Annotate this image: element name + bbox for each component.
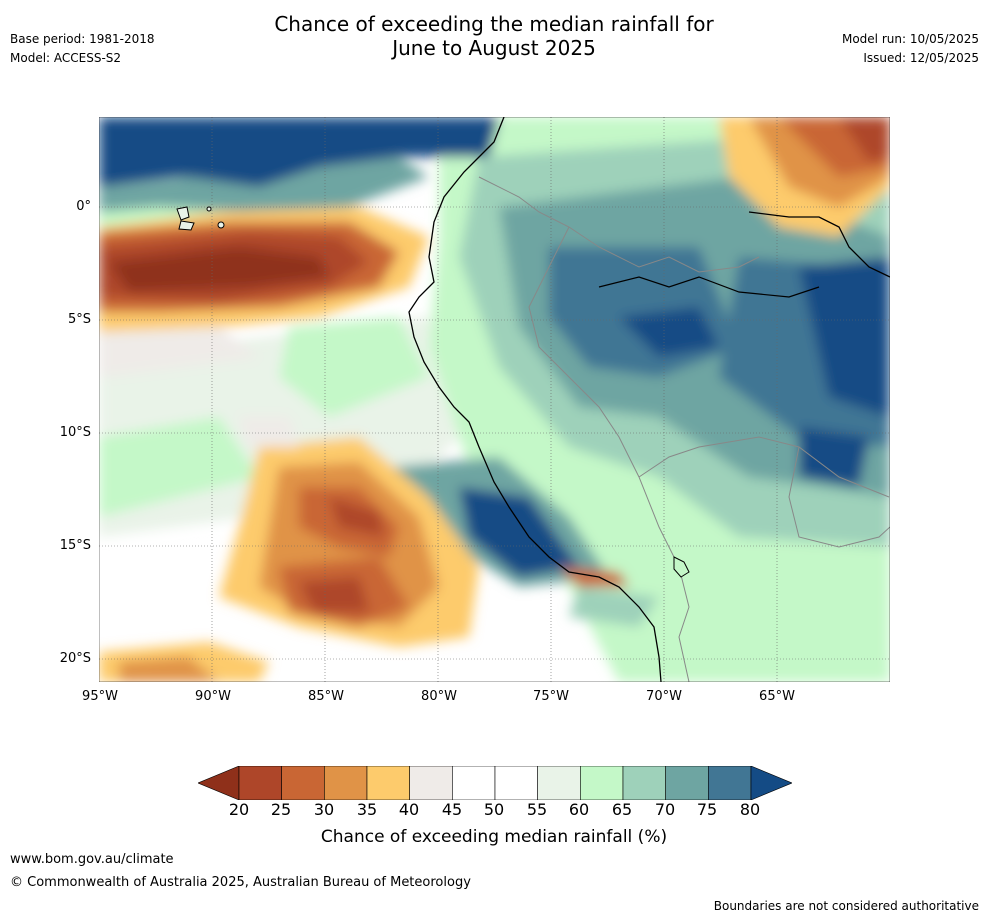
lat-tick-0: 0°	[76, 199, 91, 214]
colorbar-label-75: 75	[696, 800, 718, 819]
colorbar-segment	[409, 765, 453, 801]
colorbar-label-20: 20	[228, 800, 250, 819]
footer-disclaimer: Boundaries are not considered authoritat…	[713, 899, 979, 913]
colorbar-label-25: 25	[270, 800, 292, 819]
colorbar-segment	[665, 765, 709, 801]
model-text: Model: ACCESS-S2	[10, 51, 122, 65]
lat-tick-15s: 15°S	[59, 538, 91, 553]
colorbar-segment	[537, 765, 581, 801]
galapagos-islands	[176, 206, 225, 231]
colorbar-extend-low	[197, 765, 240, 801]
map-title-line2: June to August 2025	[392, 36, 596, 60]
lon-tick-75w: 75°W	[533, 689, 569, 704]
colorbar-label-80: 80	[739, 800, 761, 819]
footer-url-link[interactable]: www.bom.gov.au/climate	[10, 852, 174, 867]
country-borders	[478, 176, 890, 682]
probability-field	[99, 117, 890, 682]
map-title: Chance of exceeding the median rainfall …	[0, 12, 988, 60]
colorbar-segment	[366, 765, 410, 801]
map-title-line1: Chance of exceeding the median rainfall …	[274, 12, 714, 36]
colorbar-segment	[622, 765, 666, 801]
colorbar-label-65: 65	[611, 800, 633, 819]
lon-tick-85w: 85°W	[308, 689, 344, 704]
issued-text: Issued: 12/05/2025	[863, 51, 979, 65]
colorbar-extend-high	[750, 765, 793, 801]
amazon-river-outline	[748, 211, 890, 278]
lake-titicaca	[673, 556, 690, 578]
colorbar-segment	[324, 765, 368, 801]
colorbar-label-45: 45	[441, 800, 463, 819]
lon-tick-95w: 95°W	[82, 689, 118, 704]
colorbar-label-50: 50	[483, 800, 505, 819]
lon-tick-90w: 90°W	[195, 689, 231, 704]
river-outline	[598, 276, 820, 298]
coastline	[408, 117, 662, 682]
lat-tick-5s: 5°S	[67, 312, 91, 327]
colorbar-label-30: 30	[313, 800, 335, 819]
colorbar-segment	[580, 765, 624, 801]
colorbar-label-70: 70	[654, 800, 676, 819]
colorbar-label-55: 55	[526, 800, 548, 819]
lon-tick-80w: 80°W	[421, 689, 457, 704]
rainfall-map-svg	[98, 116, 891, 683]
colorbar-segment	[281, 765, 325, 801]
colorbar-label-40: 40	[398, 800, 420, 819]
colorbar-segment	[494, 765, 538, 801]
base-period-text: Base period: 1981-2018	[10, 32, 155, 46]
colorbar-segment	[238, 765, 282, 801]
colorbar-label-60: 60	[568, 800, 590, 819]
colorbar-title: Chance of exceeding median rainfall (%)	[320, 827, 668, 847]
colorbar	[197, 765, 793, 801]
footer-copyright: © Commonwealth of Australia 2025, Austra…	[10, 875, 471, 890]
model-run-text: Model run: 10/05/2025	[841, 32, 979, 46]
lat-tick-10s: 10°S	[59, 425, 91, 440]
colorbar-segment	[708, 765, 752, 801]
colorbar-segment	[452, 765, 496, 801]
graticule	[99, 117, 890, 682]
colorbar-label-35: 35	[356, 800, 378, 819]
lon-tick-70w: 70°W	[646, 689, 682, 704]
rainfall-map	[98, 116, 891, 683]
lon-tick-65w: 65°W	[759, 689, 795, 704]
lat-tick-20s: 20°S	[59, 651, 91, 666]
colorbar-svg	[197, 765, 793, 801]
